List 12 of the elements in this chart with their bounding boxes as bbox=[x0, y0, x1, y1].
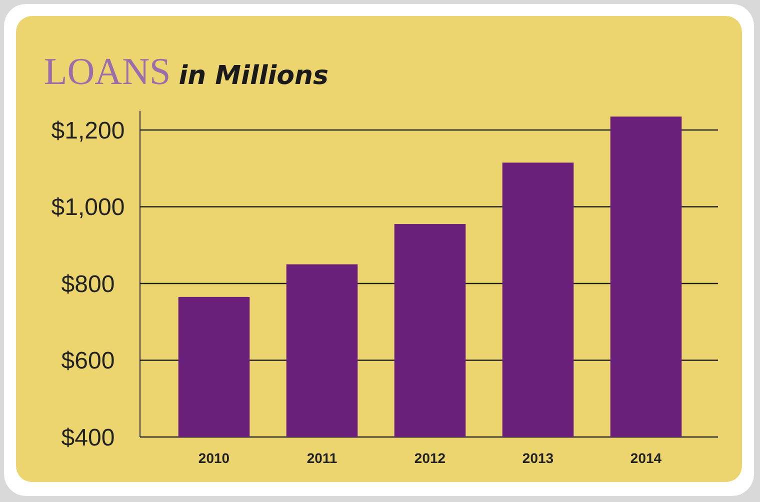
chart-subtitle: in Millions bbox=[178, 61, 329, 91]
y-tick-label: $600 bbox=[61, 348, 115, 375]
x-tick-label: 2014 bbox=[630, 450, 662, 466]
x-tick-label: 2011 bbox=[306, 450, 338, 466]
x-tick-label: 2012 bbox=[414, 450, 446, 466]
y-tick-label: $1,200 bbox=[51, 117, 125, 144]
chart-title: LOANS bbox=[44, 51, 171, 93]
y-tick-label: $1,000 bbox=[51, 194, 125, 222]
y-tick-label: $800 bbox=[61, 270, 115, 298]
y-tick-label: $400 bbox=[61, 424, 115, 452]
x-tick-label: 2013 bbox=[522, 450, 554, 466]
x-tick-label: 2010 bbox=[198, 450, 230, 466]
